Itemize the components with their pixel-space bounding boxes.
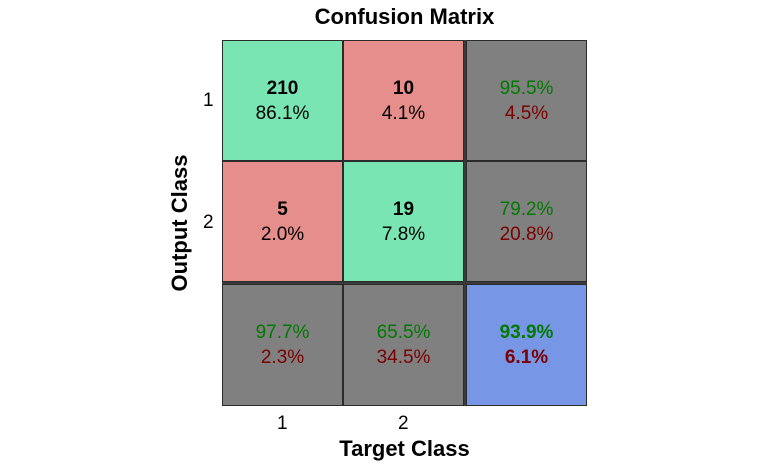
row-summary-cell-1: 95.5% 4.5%: [466, 40, 587, 161]
y-tick-1: 1: [203, 90, 214, 111]
cell-percent: 7.8%: [381, 223, 426, 245]
cell-count: 5: [277, 198, 288, 220]
cell-percent: 4.1%: [381, 102, 426, 124]
y-tick-2: 2: [203, 212, 214, 233]
incorrect-percent: 20.8%: [499, 223, 554, 245]
cell-count: 210: [266, 77, 299, 99]
incorrect-percent: 34.5%: [376, 347, 431, 368]
correct-percent: 95.5%: [499, 77, 554, 99]
overall-accuracy-cell: 93.9% 6.1%: [466, 284, 587, 406]
y-axis-label: Output Class: [167, 154, 192, 292]
column-summary-cell-2: 65.5% 34.5%: [343, 284, 464, 406]
correct-percent: 79.2%: [499, 198, 554, 220]
matrix-grid: 210 86.1% 10 4.1% 95.5% 4.5% 5 2.0% 19 7.8% 79.2% 2…: [222, 40, 587, 406]
correct-percent: 93.9%: [499, 322, 554, 343]
cell-count: 19: [392, 198, 415, 220]
x-tick-2: 2: [398, 413, 409, 434]
cell-percent: 86.1%: [255, 102, 310, 124]
chart-title: Confusion Matrix: [314, 4, 495, 29]
cell-count: 10: [392, 77, 415, 99]
row-summary-cell-2: 79.2% 20.8%: [466, 161, 587, 282]
matrix-cell-r1-c2: 10 4.1%: [343, 40, 464, 161]
correct-percent: 65.5%: [376, 322, 431, 343]
x-tick-1: 1: [277, 413, 288, 434]
matrix-cell-r1-c1: 210 86.1%: [222, 40, 343, 161]
incorrect-percent: 2.3%: [260, 347, 305, 368]
matrix-cell-r2-c2: 19 7.8%: [343, 161, 464, 282]
x-axis-label: Target Class: [339, 436, 470, 461]
cell-percent: 2.0%: [260, 223, 305, 245]
incorrect-percent: 4.5%: [504, 102, 549, 124]
column-summary-cell-1: 97.7% 2.3%: [222, 284, 343, 406]
incorrect-percent: 6.1%: [504, 347, 549, 368]
correct-percent: 97.7%: [255, 322, 310, 343]
matrix-cell-r2-c1: 5 2.0%: [222, 161, 343, 282]
